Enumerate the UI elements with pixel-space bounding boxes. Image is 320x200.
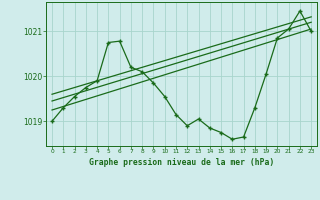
- X-axis label: Graphe pression niveau de la mer (hPa): Graphe pression niveau de la mer (hPa): [89, 158, 274, 167]
